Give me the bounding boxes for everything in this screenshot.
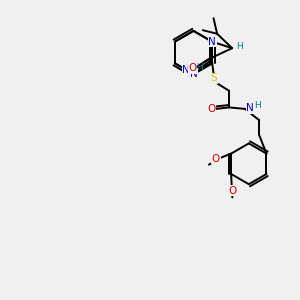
Text: H: H: [254, 101, 261, 110]
Text: H: H: [236, 42, 242, 51]
Text: N: N: [190, 69, 197, 79]
Text: O: O: [188, 63, 196, 73]
Text: O: O: [212, 154, 220, 164]
Text: N: N: [246, 103, 254, 113]
Text: H: H: [196, 63, 202, 72]
Text: O: O: [208, 104, 216, 114]
Text: N: N: [208, 37, 216, 47]
Text: N: N: [182, 65, 190, 75]
Text: O: O: [228, 186, 236, 196]
Text: S: S: [210, 73, 217, 83]
